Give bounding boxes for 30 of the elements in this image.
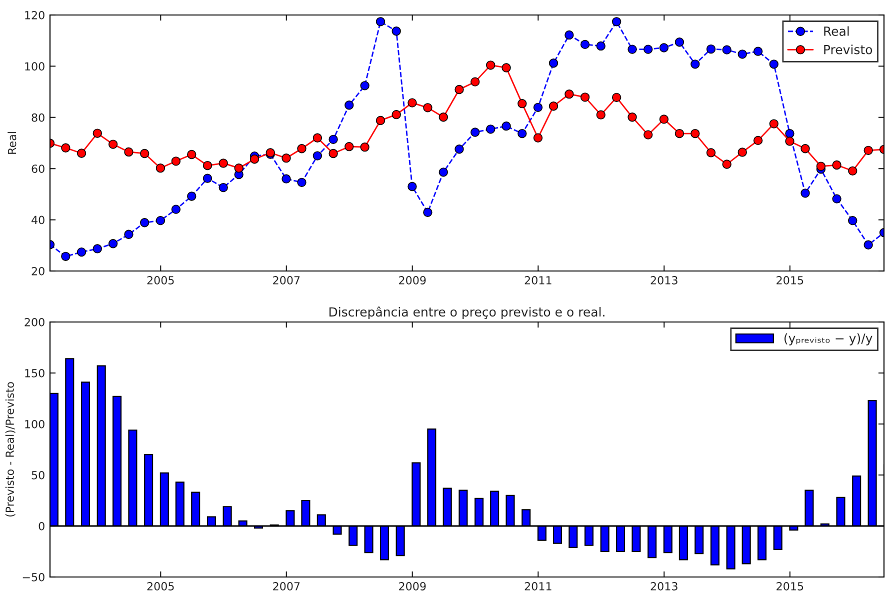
x-tick-label: 2013 xyxy=(650,582,678,590)
x-tick-label: 2007 xyxy=(273,582,300,590)
legend-label: (yₚᵣₑᵥᵢₛₜₒ − y)/y xyxy=(784,333,872,346)
x-tick-label: 2015 xyxy=(776,582,804,590)
x-tick-label: 2005 xyxy=(147,582,174,590)
y-tick-label: 0 xyxy=(38,522,44,530)
x-tick-label: 2015 xyxy=(776,276,804,284)
chart-title: Discrepância entre o preço previsto e o real. xyxy=(329,306,604,320)
y-tick-label: 50 xyxy=(32,470,44,480)
legend-label: Previsto xyxy=(824,44,872,54)
y-tick-label: 60 xyxy=(32,164,44,173)
x-tick-label: 2009 xyxy=(399,582,426,590)
x-tick-label: 2007 xyxy=(273,276,300,284)
x-tick-label: 2011 xyxy=(524,582,552,590)
y-tick-label: −50 xyxy=(22,572,44,582)
y-tick-label: 100 xyxy=(25,420,44,428)
y-tick-label: 20 xyxy=(32,266,44,276)
y-tick-label: 100 xyxy=(25,62,44,71)
x-tick-label: 2005 xyxy=(147,276,174,284)
legend-label: Real xyxy=(824,26,849,36)
y-tick-label: 80 xyxy=(32,113,44,122)
y-tick-label: 120 xyxy=(25,10,44,20)
x-tick-label: 2013 xyxy=(650,276,678,284)
y-axis-title: Real xyxy=(8,132,16,154)
y-tick-label: 40 xyxy=(32,216,44,224)
y-tick-label: 150 xyxy=(25,368,44,378)
y-axis-title: (Previsto - Real)/Previsto xyxy=(5,382,16,517)
y-tick-label: 200 xyxy=(24,318,44,326)
x-tick-label: 2009 xyxy=(399,276,426,284)
x-tick-label: 2011 xyxy=(524,276,552,284)
